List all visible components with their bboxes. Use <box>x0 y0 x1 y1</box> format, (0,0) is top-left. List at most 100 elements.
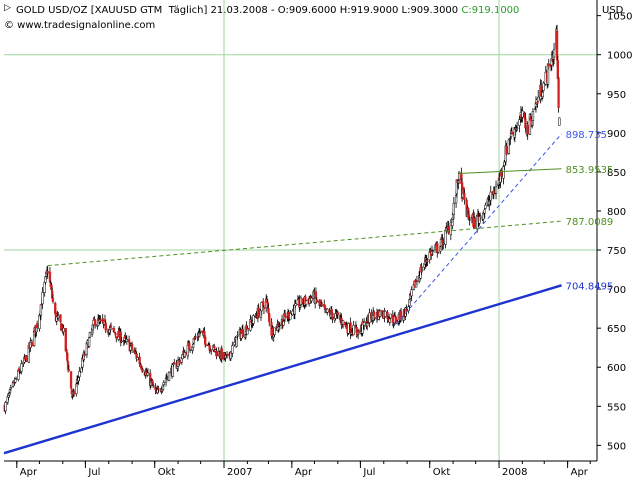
y-tick-label: 700 <box>607 285 626 296</box>
candle-body <box>331 312 334 320</box>
candle-body <box>378 310 382 317</box>
candle-body <box>436 252 440 254</box>
candle-body <box>368 312 371 323</box>
candle-body <box>372 311 376 316</box>
y-tick-label: 1000 <box>607 51 632 62</box>
y-tick-label: 950 <box>607 90 626 101</box>
candle-body <box>454 195 458 204</box>
candle-body <box>78 371 81 378</box>
candle-body <box>191 343 195 348</box>
trendline-label-resistance: 853.9535 <box>566 165 614 176</box>
candle-body <box>442 242 445 245</box>
candle-body <box>25 355 28 362</box>
candle-body <box>524 118 527 129</box>
candle-body <box>283 313 287 318</box>
candle-body <box>537 96 540 102</box>
candle-body <box>114 333 117 336</box>
candle-body <box>59 314 62 323</box>
candle-body <box>241 329 245 337</box>
candle-body <box>138 356 141 365</box>
candle-body <box>436 243 439 253</box>
x-tick-label: 2008 <box>502 467 527 478</box>
candle-body <box>502 166 505 179</box>
candle-body <box>541 92 544 98</box>
candle-body <box>75 383 78 394</box>
candle-body <box>505 146 508 155</box>
trendline-support <box>3 284 562 455</box>
y-tick-label: 900 <box>607 129 626 140</box>
y-tick-label: 1050 <box>607 12 632 23</box>
x-tick-label: Jul <box>362 467 375 478</box>
candle-body <box>483 209 486 214</box>
candle-body <box>17 368 21 372</box>
candle-body <box>210 349 213 352</box>
x-tick-label: 2007 <box>227 467 252 478</box>
candle-body <box>215 350 218 357</box>
y-tick-label: 850 <box>607 168 626 179</box>
candle-body <box>352 325 355 336</box>
candle-body <box>536 101 539 104</box>
y-tick-label: 800 <box>607 207 626 218</box>
candle-body <box>220 348 223 360</box>
candle-body <box>310 297 313 302</box>
candle-body <box>494 186 498 194</box>
candle-body <box>67 369 70 372</box>
candle-body <box>531 111 535 121</box>
chart-title-main: GOLD USD/OZ [XAUUSD GTM Täglich] 21.03.2… <box>16 5 462 16</box>
candle-body <box>69 371 73 389</box>
candle-body <box>294 303 297 306</box>
y-tick-label: 550 <box>607 402 626 413</box>
candle-body <box>213 345 216 349</box>
trendline-label-dashed-lower: 898.735 <box>566 130 607 141</box>
trendline-label-support: 704.8495 <box>566 281 614 292</box>
chart-title: GOLD USD/OZ [XAUUSD GTM Täglich] 21.03.2… <box>16 5 519 16</box>
candle-body <box>426 260 429 262</box>
candle-body <box>518 119 521 126</box>
candle-body <box>65 349 68 353</box>
candle-body <box>336 312 339 316</box>
candle-body <box>115 336 118 339</box>
source-credit: © www.tradesignalonline.com <box>4 20 156 31</box>
candle-body <box>273 327 276 335</box>
candle-body <box>64 328 67 352</box>
candle-body <box>558 117 561 126</box>
candle-body <box>479 215 482 217</box>
candle-body <box>94 319 97 326</box>
candle-body <box>500 171 503 177</box>
y-tick-label: 500 <box>607 441 626 452</box>
candle-body <box>103 319 107 322</box>
candle-body <box>57 315 60 319</box>
candle-body <box>463 193 466 200</box>
trendline-label-dashed-upper: 787.0089 <box>566 217 614 228</box>
candle-body <box>167 372 171 381</box>
candle-body <box>449 222 452 236</box>
candle-body <box>515 127 519 129</box>
y-tick-label: 650 <box>607 324 626 335</box>
candle-body <box>556 60 559 79</box>
candle-body <box>267 307 270 314</box>
candle-body <box>552 49 556 58</box>
y-axis-unit: USD <box>602 5 624 16</box>
candle-body <box>341 320 345 325</box>
candle-body <box>194 337 197 339</box>
candle-body <box>109 325 113 328</box>
corner-icon: ▷ <box>4 3 11 13</box>
candle-body <box>347 323 350 334</box>
candle-body <box>101 318 104 323</box>
candle-body <box>20 363 23 372</box>
x-tick-label: Okt <box>158 467 176 478</box>
candle-body <box>278 324 281 326</box>
candle-body <box>66 352 69 361</box>
x-tick-label: Apr <box>295 467 313 478</box>
candle-body <box>315 299 318 303</box>
candle-body <box>326 308 329 313</box>
candle-body <box>51 298 55 302</box>
candle-body <box>386 311 389 320</box>
candle-body <box>127 339 131 343</box>
y-tick-label: 600 <box>607 363 626 374</box>
candle-body <box>363 321 366 326</box>
candle-body <box>72 391 76 395</box>
candle-body <box>415 280 419 282</box>
candle-body <box>99 319 102 321</box>
